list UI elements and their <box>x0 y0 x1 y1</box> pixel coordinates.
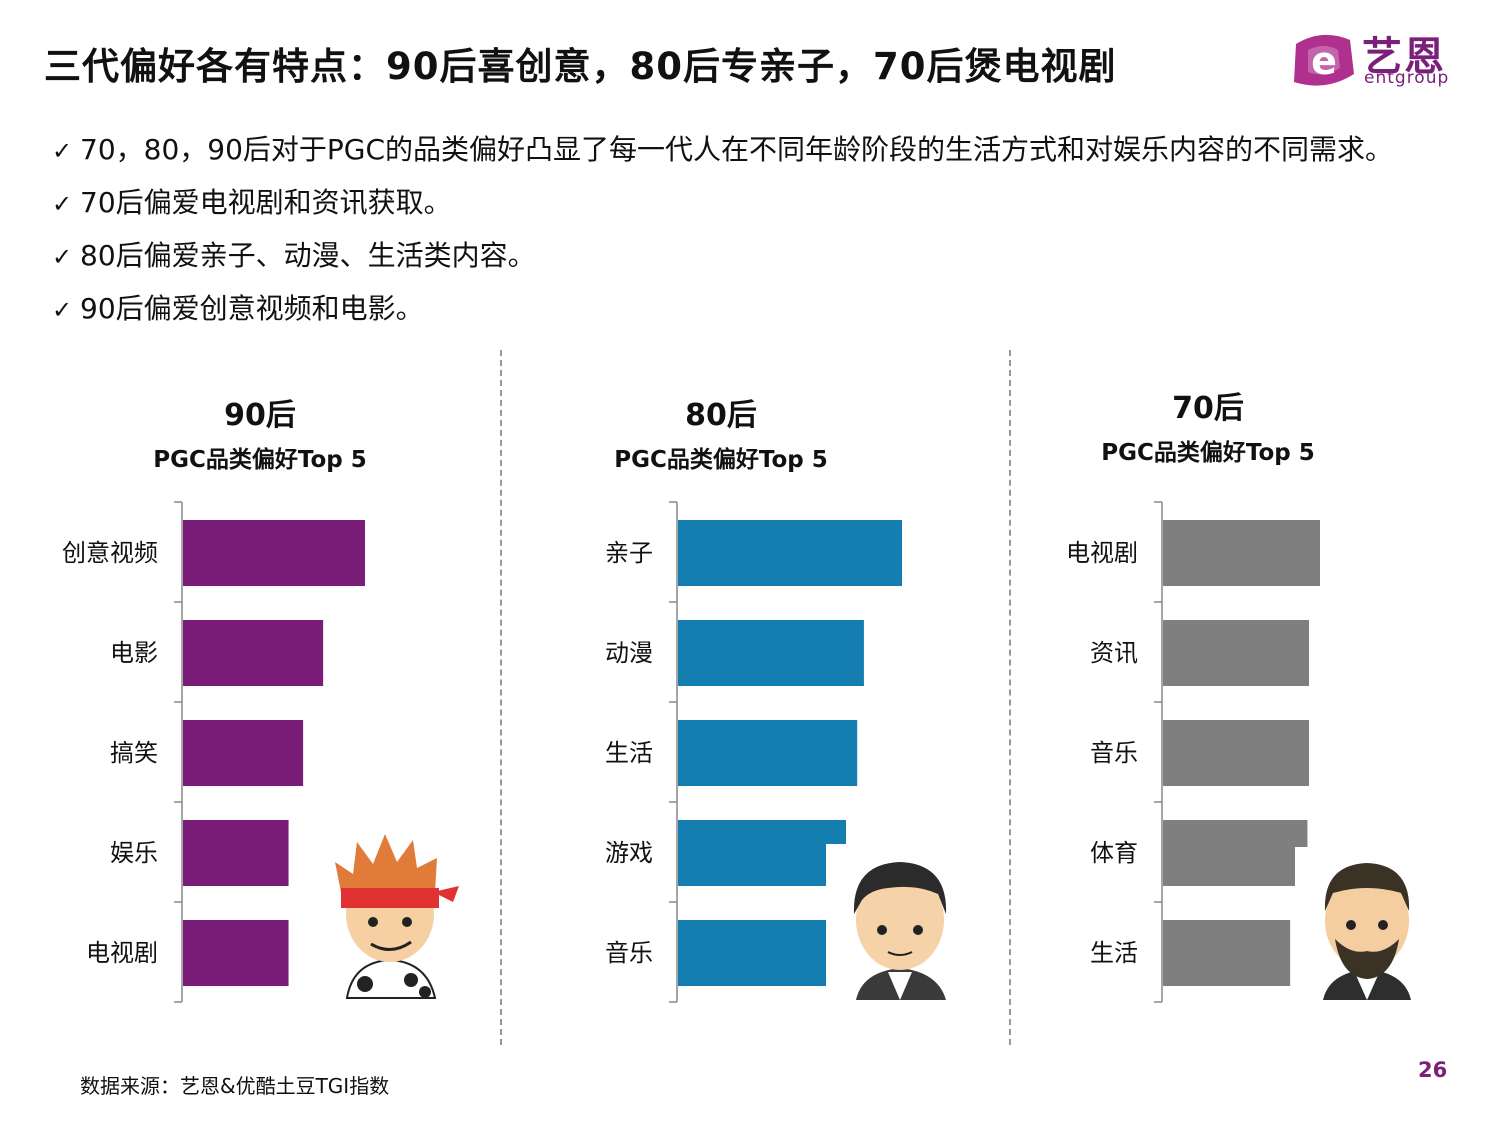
category-label: 音乐 <box>605 939 653 967</box>
bullet-text: 70后偏爱电视剧和资讯获取。 <box>80 186 452 219</box>
bullet-item: ✓ 80后偏爱亲子、动漫、生活类内容。 <box>52 234 1393 287</box>
bar <box>183 820 289 886</box>
generation-title: 80后 <box>685 398 757 433</box>
category-label: 音乐 <box>1090 739 1138 767</box>
page-number: 26 <box>1418 1058 1448 1082</box>
category-label: 游戏 <box>605 839 653 867</box>
avatar-70s <box>1295 847 1438 1000</box>
category-label: 搞笑 <box>110 739 158 767</box>
panel-header-80s: 80后 PGC品类偏好Top 5 <box>610 390 832 480</box>
panel-subtitle: PGC品类偏好Top 5 <box>153 447 367 473</box>
bar <box>678 920 842 986</box>
bullet-list: ✓ 70，80，90后对于PGC的品类偏好凸显了每一代人在不同年龄阶段的生活方式和… <box>52 128 1393 340</box>
generation-title: 90后 <box>224 398 296 433</box>
bar <box>1163 820 1308 886</box>
panel-subtitle: PGC品类偏好Top 5 <box>1101 440 1315 466</box>
panel-header-70s: 70后 PGC品类偏好Top 5 <box>1096 383 1320 473</box>
bullet-item: ✓ 90后偏爱创意视频和电影。 <box>52 287 1393 340</box>
category-label: 生活 <box>605 739 653 767</box>
avatar-80s <box>826 844 974 1000</box>
bar <box>678 520 902 586</box>
bar <box>183 520 365 586</box>
svg-text:e: e <box>1311 39 1337 83</box>
logo-english: entgroup <box>1364 68 1450 88</box>
data-source: 数据来源：艺恩&优酷土豆TGI指数 <box>80 1074 390 1098</box>
bullet-text: 70，80，90后对于PGC的品类偏好凸显了每一代人在不同年龄阶段的生活方式和对… <box>80 133 1394 166</box>
check-icon: ✓ <box>52 137 73 165</box>
check-icon: ✓ <box>52 243 73 271</box>
bar <box>678 720 858 786</box>
bullet-text: 80后偏爱亲子、动漫、生活类内容。 <box>80 239 536 272</box>
check-icon: ✓ <box>52 190 73 218</box>
bar <box>1163 520 1320 586</box>
generation-title: 70后 <box>1172 391 1244 426</box>
bar <box>183 720 304 786</box>
entgroup-logo: e 艺恩 entgroup <box>1288 26 1458 96</box>
category-label: 电影 <box>110 639 158 667</box>
bar <box>183 920 289 986</box>
entgroup-e-icon: e <box>1294 34 1354 86</box>
bullet-text: 90后偏爱创意视频和电影。 <box>80 292 424 325</box>
logo-chinese: 艺恩 <box>1362 34 1446 80</box>
category-label: 娱乐 <box>110 839 158 867</box>
bar <box>1163 620 1310 686</box>
bar <box>1163 720 1310 786</box>
panel-divider <box>500 350 502 1045</box>
panel-header-90s: 90后 PGC品类偏好Top 5 <box>150 390 370 480</box>
category-label: 电视剧 <box>1066 539 1138 567</box>
category-label: 生活 <box>1090 939 1138 967</box>
category-label: 动漫 <box>605 639 653 667</box>
page-title: 三代偏好各有特点：90后喜创意，80后专亲子，70后煲电视剧 <box>44 45 1117 88</box>
bar <box>678 820 846 886</box>
category-label: 亲子 <box>605 539 653 567</box>
bar <box>183 620 324 686</box>
category-label: 资讯 <box>1090 639 1138 667</box>
category-label: 电视剧 <box>86 939 158 967</box>
category-label: 体育 <box>1090 839 1138 867</box>
bullet-item: ✓ 70后偏爱电视剧和资讯获取。 <box>52 181 1393 234</box>
avatar-90s <box>313 822 467 1000</box>
panel-divider <box>1009 350 1011 1045</box>
category-label: 创意视频 <box>62 539 158 567</box>
bar <box>1163 920 1291 986</box>
bullet-item: ✓ 70，80，90后对于PGC的品类偏好凸显了每一代人在不同年龄阶段的生活方式和… <box>52 128 1393 181</box>
bar <box>678 620 864 686</box>
panel-subtitle: PGC品类偏好Top 5 <box>614 447 828 473</box>
check-icon: ✓ <box>52 296 73 324</box>
